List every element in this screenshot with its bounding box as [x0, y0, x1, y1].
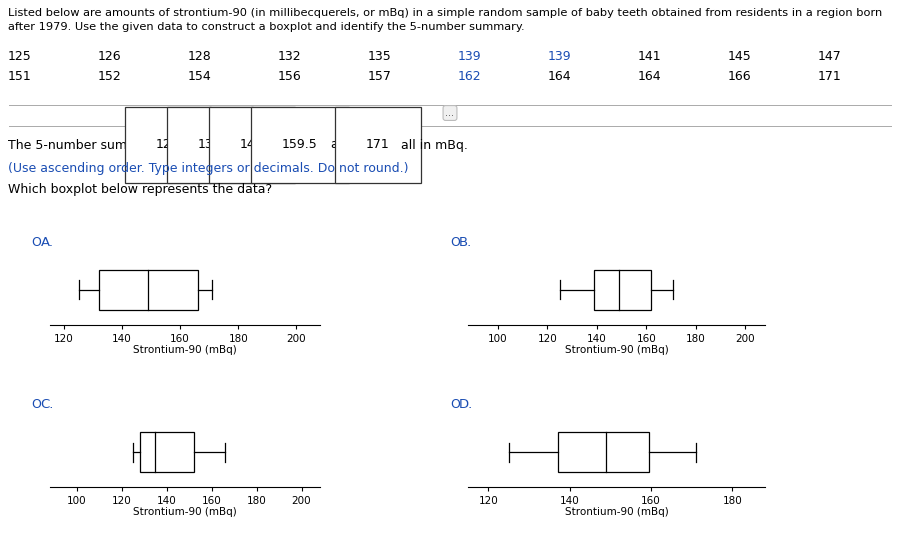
Text: O: O: [32, 236, 41, 249]
Text: 171: 171: [366, 138, 390, 151]
Text: 162: 162: [458, 70, 482, 83]
Text: Listed below are amounts of strontium-90 (in millibecquerels, or mBq) in a simpl: Listed below are amounts of strontium-90…: [8, 8, 882, 18]
Text: 125: 125: [156, 138, 180, 151]
Text: ...: ...: [446, 108, 454, 118]
Text: C.: C.: [40, 398, 54, 411]
Text: O: O: [32, 398, 41, 411]
Text: 125: 125: [8, 50, 32, 63]
Text: 164: 164: [638, 70, 662, 83]
X-axis label: Strontium-90 (mBq): Strontium-90 (mBq): [132, 507, 237, 517]
Text: 154: 154: [188, 70, 212, 83]
Text: The 5-number summary is: The 5-number summary is: [8, 138, 177, 151]
Text: 166: 166: [728, 70, 752, 83]
Bar: [557, 432, 649, 472]
Text: ,: ,: [229, 138, 233, 151]
Text: 159.5: 159.5: [282, 138, 318, 151]
Text: D.: D.: [459, 398, 473, 411]
Bar: [594, 270, 652, 310]
Text: 156: 156: [278, 70, 302, 83]
X-axis label: Strontium-90 (mBq): Strontium-90 (mBq): [132, 345, 237, 355]
Text: (Use ascending order. Type integers or decimals. Do not round.): (Use ascending order. Type integers or d…: [8, 162, 409, 175]
X-axis label: Strontium-90 (mBq): Strontium-90 (mBq): [564, 345, 669, 355]
Text: 139: 139: [458, 50, 482, 63]
Text: O: O: [450, 236, 460, 249]
Text: 149: 149: [240, 138, 264, 151]
Text: 145: 145: [728, 50, 752, 63]
Text: 171: 171: [818, 70, 842, 83]
Text: all in mBq.: all in mBq.: [397, 138, 468, 151]
Text: and: and: [327, 138, 358, 151]
X-axis label: Strontium-90 (mBq): Strontium-90 (mBq): [564, 507, 669, 517]
Text: after 1979. Use the given data to construct a boxplot and identify the 5-number : after 1979. Use the given data to constr…: [8, 22, 525, 32]
Text: 164: 164: [548, 70, 572, 83]
Text: ,: ,: [187, 138, 191, 151]
Text: ,: ,: [271, 138, 275, 151]
Bar: [99, 270, 198, 310]
Text: B.: B.: [459, 236, 472, 249]
Text: 132: 132: [278, 50, 302, 63]
Text: 135: 135: [368, 50, 392, 63]
Text: A.: A.: [40, 236, 53, 249]
Text: 147: 147: [818, 50, 842, 63]
Text: 151: 151: [8, 70, 32, 83]
Text: 126: 126: [98, 50, 122, 63]
Text: 128: 128: [188, 50, 212, 63]
Text: 141: 141: [638, 50, 662, 63]
Text: 152: 152: [98, 70, 122, 83]
Bar: [140, 432, 194, 472]
Text: 157: 157: [368, 70, 392, 83]
Text: O: O: [450, 398, 460, 411]
Text: Which boxplot below represents the data?: Which boxplot below represents the data?: [8, 183, 272, 196]
Text: 139: 139: [548, 50, 572, 63]
Text: 137: 137: [198, 138, 221, 151]
